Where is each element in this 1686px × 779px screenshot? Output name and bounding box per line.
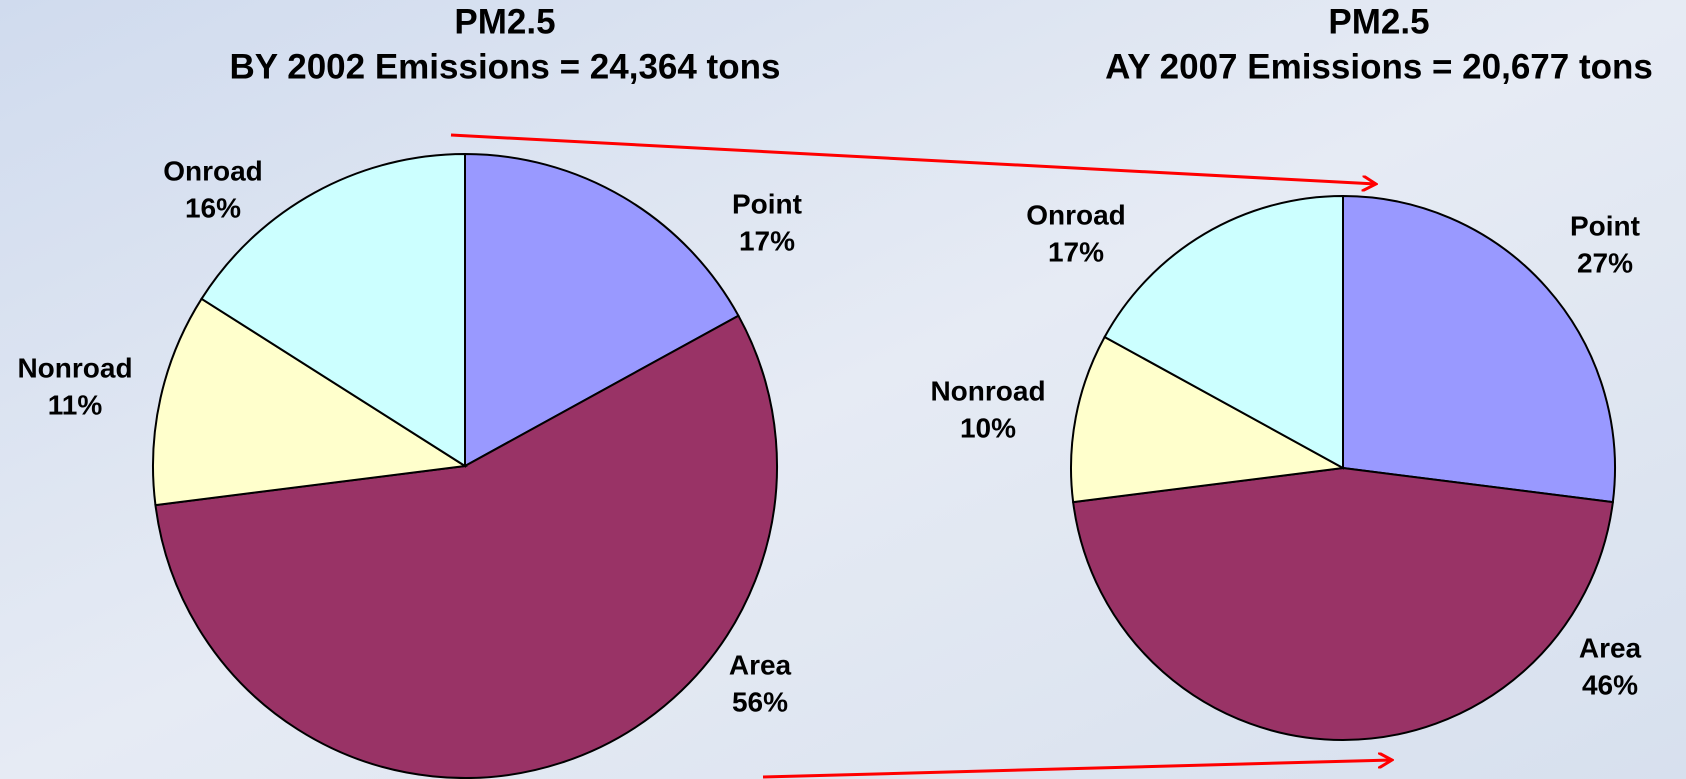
slice-label: Onroad	[163, 155, 263, 186]
slice-label: Point	[1570, 210, 1640, 241]
chart-subtitle: AY 2007 Emissions = 20,677 tons	[1105, 47, 1653, 86]
pie-slice	[1070, 335, 1347, 504]
pie-slice	[1072, 466, 1614, 742]
slice-value: 56%	[732, 686, 788, 717]
chart-title: PM2.5	[454, 2, 555, 41]
slice-label: Point	[732, 188, 802, 219]
slice-value: 11%	[48, 389, 103, 420]
slice-label: Nonroad	[930, 375, 1045, 406]
slice-value: 17%	[739, 225, 795, 256]
chart-title: PM2.5	[1328, 2, 1429, 41]
chart-subtitle: BY 2002 Emissions = 24,364 tons	[230, 47, 781, 86]
slice-label: Area	[1579, 632, 1642, 663]
slice-value: 27%	[1577, 247, 1633, 278]
arrow	[450, 133, 1376, 184]
slice-value: 17%	[1048, 236, 1104, 267]
pie-slice	[464, 152, 740, 468]
pie-slice	[200, 152, 466, 468]
slice-value: 16%	[185, 192, 241, 223]
pie-slice	[152, 297, 468, 507]
pie-slice	[1342, 194, 1616, 504]
slice-value: 10%	[960, 412, 1016, 443]
slice-label: Nonroad	[17, 352, 132, 383]
pie-slice	[154, 314, 778, 779]
slice-value: 46%	[1582, 669, 1638, 700]
arrow	[762, 760, 1392, 779]
slice-label: Area	[729, 649, 792, 680]
slice-label: Onroad	[1026, 199, 1126, 230]
pie-slice	[1103, 194, 1344, 470]
